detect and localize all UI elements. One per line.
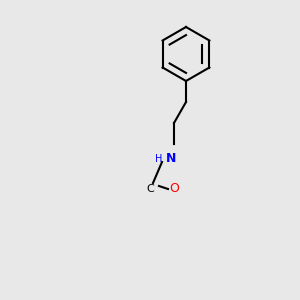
Text: N: N [166, 152, 176, 166]
Text: O: O [169, 182, 179, 196]
Text: C: C [146, 184, 154, 194]
Text: H: H [155, 154, 163, 164]
